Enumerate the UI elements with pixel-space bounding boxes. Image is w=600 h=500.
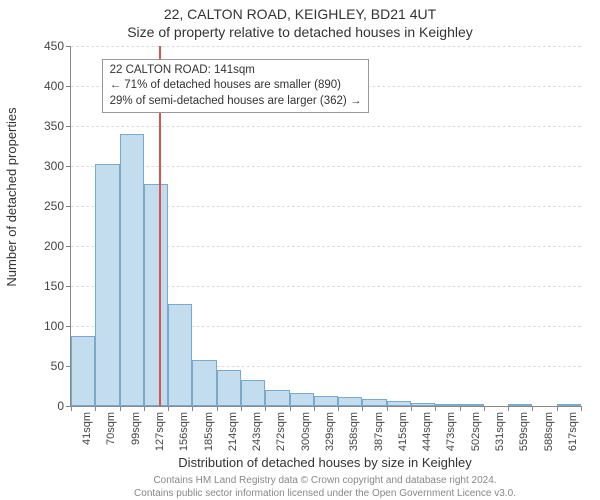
ytick-mark (66, 286, 71, 287)
histogram-bar (71, 336, 95, 406)
x-axis-label: Distribution of detached houses by size … (70, 455, 580, 470)
gridline (71, 126, 581, 127)
ytick-mark (66, 166, 71, 167)
histogram-bar (460, 404, 484, 406)
histogram-bar (387, 401, 411, 406)
xtick-mark (120, 406, 121, 411)
ytick-label: 300 (44, 159, 64, 173)
chart-title-subtitle: Size of property relative to detached ho… (0, 24, 600, 40)
xtick-mark (387, 406, 388, 411)
xtick-mark (290, 406, 291, 411)
histogram-bar (168, 304, 192, 406)
xtick-label: 559sqm (518, 412, 530, 451)
histogram-bar (192, 360, 216, 406)
xtick-label: 70sqm (105, 412, 117, 445)
ytick-label: 400 (44, 79, 64, 93)
xtick-label: 444sqm (421, 412, 433, 451)
xtick-mark (338, 406, 339, 411)
xtick-label: 99sqm (130, 412, 142, 445)
ytick-mark (66, 206, 71, 207)
xtick-mark (508, 406, 509, 411)
xtick-mark (362, 406, 363, 411)
xtick-label: 243sqm (251, 412, 263, 451)
histogram-bar (338, 397, 362, 406)
plot-area: 41sqm70sqm99sqm127sqm156sqm185sqm214sqm2… (70, 46, 581, 407)
xtick-label: 127sqm (154, 412, 166, 451)
xtick-mark (71, 406, 72, 411)
histogram-bar (557, 404, 581, 406)
callout-line: 29% of semi-detached houses are larger (… (110, 94, 362, 110)
xtick-label: 41sqm (81, 412, 93, 445)
xtick-label: 617sqm (567, 412, 579, 451)
xtick-mark (314, 406, 315, 411)
histogram-bar (241, 380, 265, 406)
chart-title-address: 22, CALTON ROAD, KEIGHLEY, BD21 4UT (0, 6, 600, 22)
ytick-label: 150 (44, 279, 64, 293)
xtick-label: 473sqm (445, 412, 457, 451)
footer-copyright-1: Contains HM Land Registry data © Crown c… (70, 475, 580, 486)
xtick-mark (217, 406, 218, 411)
xtick-mark (411, 406, 412, 411)
xtick-label: 415sqm (397, 412, 409, 451)
ytick-label: 450 (44, 39, 64, 53)
gridline (71, 166, 581, 167)
xtick-label: 214sqm (227, 412, 239, 451)
xtick-label: 156sqm (178, 412, 190, 451)
ytick-mark (66, 86, 71, 87)
histogram-bar (217, 370, 241, 406)
ytick-label: 350 (44, 119, 64, 133)
chart-container: { "titles": { "line1": "22, CALTON ROAD,… (0, 0, 600, 500)
xtick-mark (484, 406, 485, 411)
histogram-bar (314, 396, 338, 406)
histogram-bar (144, 184, 168, 406)
xtick-label: 272sqm (275, 412, 287, 451)
xtick-label: 502sqm (470, 412, 482, 451)
histogram-bar (411, 403, 435, 406)
ytick-mark (66, 326, 71, 327)
histogram-bar (120, 134, 144, 406)
histogram-bar (362, 399, 386, 406)
xtick-mark (532, 406, 533, 411)
ytick-mark (66, 246, 71, 247)
xtick-mark (581, 406, 582, 411)
xtick-mark (168, 406, 169, 411)
xtick-label: 329sqm (324, 412, 336, 451)
y-axis-label: Number of detached properties (4, 39, 19, 218)
xtick-label: 185sqm (203, 412, 215, 451)
ytick-mark (66, 126, 71, 127)
callout-box: 22 CALTON ROAD: 141sqm← 71% of detached … (102, 59, 370, 114)
gridline (71, 46, 581, 47)
footer-copyright-2: Contains public sector information licen… (70, 488, 580, 499)
xtick-label: 300sqm (300, 412, 312, 451)
ytick-label: 100 (44, 319, 64, 333)
xtick-mark (460, 406, 461, 411)
xtick-mark (557, 406, 558, 411)
histogram-bar (290, 393, 314, 406)
xtick-mark (241, 406, 242, 411)
xtick-mark (95, 406, 96, 411)
histogram-bar (435, 404, 459, 406)
ytick-label: 0 (57, 399, 64, 413)
xtick-mark (435, 406, 436, 411)
ytick-mark (66, 46, 71, 47)
histogram-bar (95, 164, 119, 406)
histogram-bar (508, 404, 532, 406)
xtick-mark (265, 406, 266, 411)
xtick-mark (144, 406, 145, 411)
ytick-label: 250 (44, 199, 64, 213)
xtick-label: 531sqm (494, 412, 506, 451)
ytick-label: 200 (44, 239, 64, 253)
ytick-label: 50 (51, 359, 64, 373)
histogram-bar (265, 390, 289, 406)
callout-line: 22 CALTON ROAD: 141sqm (110, 63, 362, 79)
callout-line: ← 71% of detached houses are smaller (89… (110, 78, 362, 94)
xtick-label: 358sqm (348, 412, 360, 451)
xtick-label: 588sqm (543, 412, 555, 451)
xtick-label: 387sqm (373, 412, 385, 451)
xtick-mark (192, 406, 193, 411)
